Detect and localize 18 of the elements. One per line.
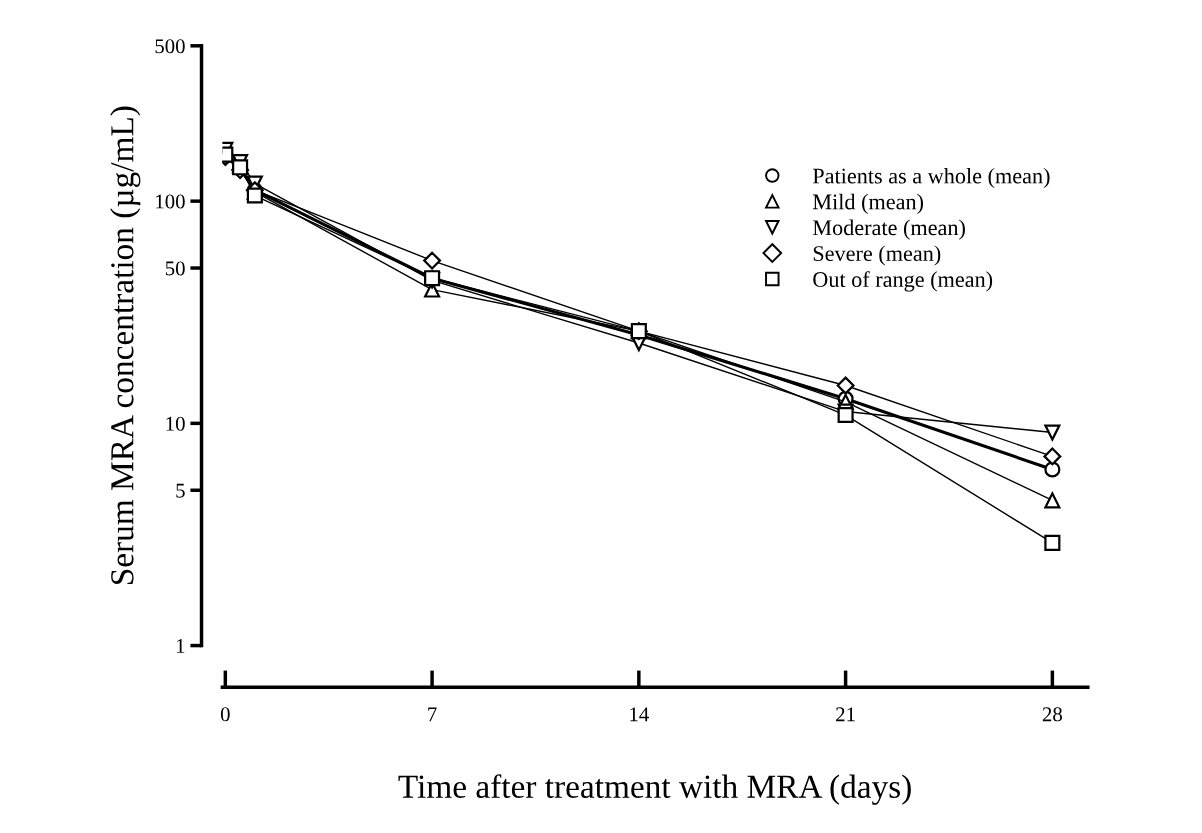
x-axis-title: Time after treatment with MRA (days) [398, 774, 911, 805]
legend-label: Patients as a whole (mean) [812, 167, 1050, 189]
legend-label: Severe (mean) [813, 245, 941, 266]
x-tick-label: 28 [1042, 707, 1062, 722]
y-tick-label: 500 [155, 39, 185, 54]
y-tick-label: 50 [165, 261, 185, 276]
x-tick-label: 14 [630, 707, 649, 722]
y-tick-label: 10 [166, 416, 185, 431]
y-tick-label: 5 [176, 483, 185, 498]
y-axis-title: Serum MRA concentration (µg/mL) [110, 106, 141, 585]
x-tick-label: 21 [836, 707, 855, 722]
legend-label: Out of range (mean) [813, 271, 993, 292]
legend-label: Mild (mean) [812, 193, 924, 214]
x-tick-label: 0 [220, 707, 230, 722]
y-tick-label: 1 [176, 639, 185, 653]
legend-label: Moderate (mean) [812, 219, 965, 240]
x-tick-label: 7 [428, 707, 437, 722]
y-tick-label: 100 [156, 194, 185, 209]
